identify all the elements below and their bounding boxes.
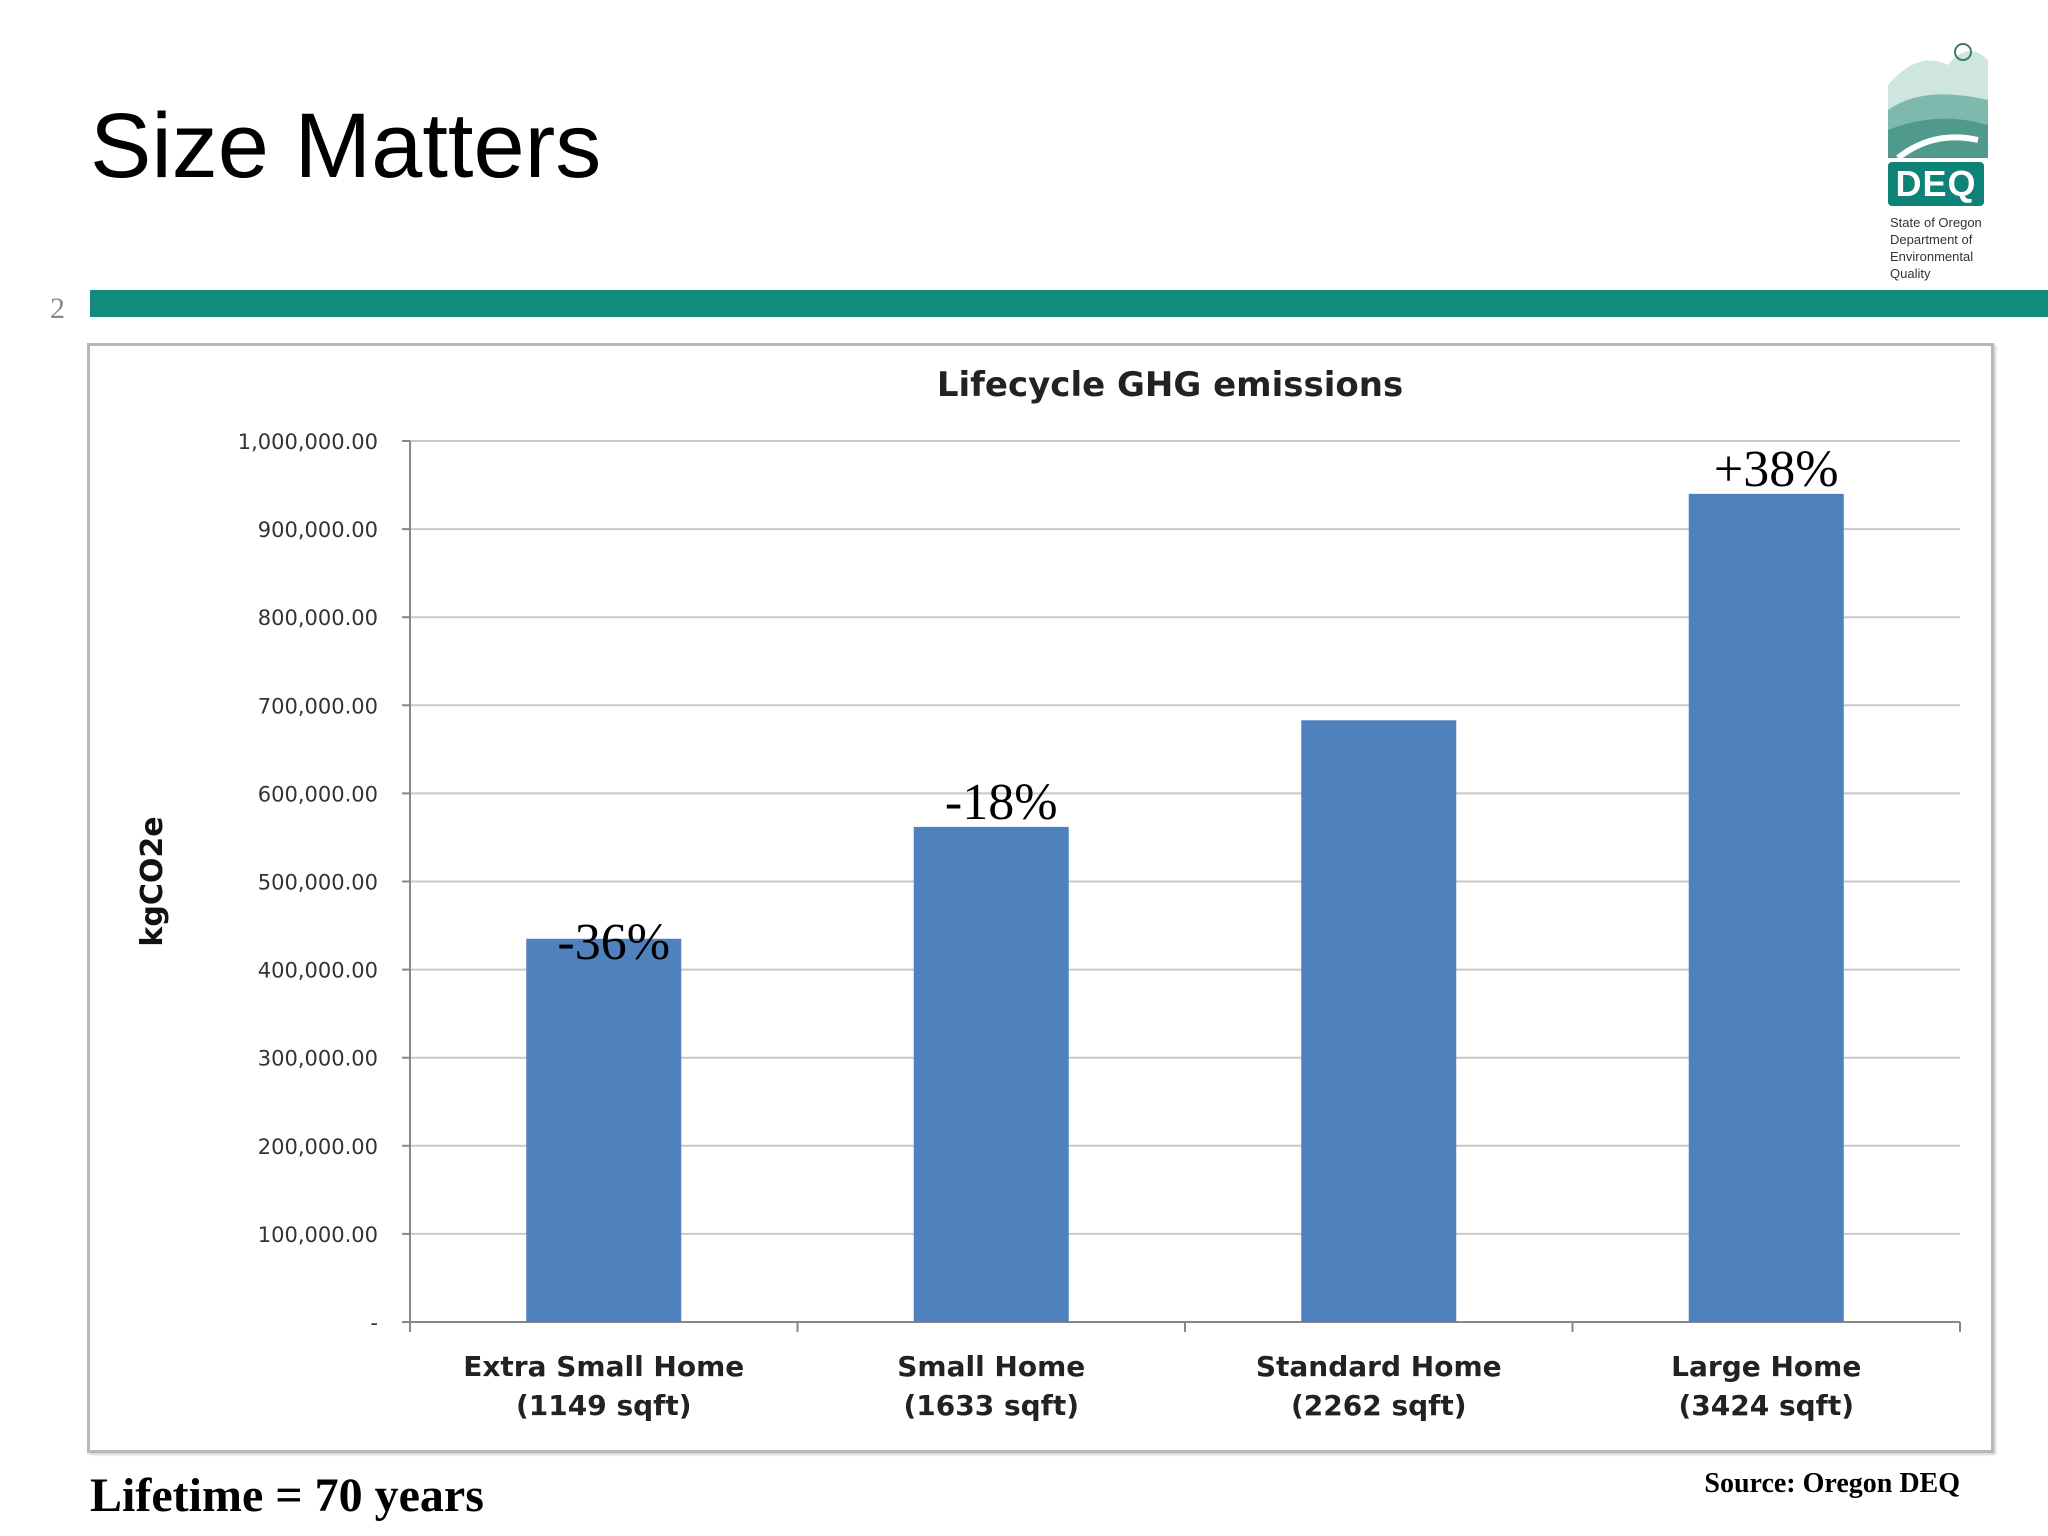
bar [1301,720,1457,1322]
slide-title: Size Matters [90,95,602,197]
logo-badge: DEQ [1888,162,1984,206]
x-tick-label: (2262 sqft) [1291,1389,1467,1422]
y-tick-label: 700,000.00 [258,694,378,718]
logo-text: State of Oregon Department of Environmen… [1890,214,2000,282]
y-tick-label: - [370,1311,378,1335]
logo-line: State of Oregon [1890,215,1982,230]
y-tick-label: 100,000.00 [258,1223,378,1247]
footer-lifetime: Lifetime = 70 years [90,1469,484,1522]
header-rule [90,290,2048,317]
y-tick-label: 800,000.00 [258,606,378,630]
x-tick-label: Standard Home [1256,1350,1502,1383]
y-tick-label: 900,000.00 [258,518,378,542]
y-tick-label: 1,000,000.00 [238,430,378,454]
slide-number: 2 [50,292,65,325]
x-tick-label: (1633 sqft) [903,1389,1079,1422]
y-tick-label: 600,000.00 [258,782,378,806]
deq-logo: DEQ State of Oregon Department of Enviro… [1878,30,1998,281]
logo-line: Environmental [1890,249,1974,264]
y-tick-label: 300,000.00 [258,1047,378,1071]
y-tick-label: 400,000.00 [258,959,378,983]
logo-line: Quality [1890,266,1931,281]
chart-title: Lifecycle GHG emissions [937,365,1403,405]
logo-line: Department of [1890,232,1973,247]
y-tick-label: 200,000.00 [258,1135,378,1159]
bar [913,826,1069,1322]
bar-chart: Lifecycle GHG emissions kgCO2e - 100,000.00… [135,365,1961,1422]
y-tick-label: 500,000.00 [258,871,378,895]
landscape-icon [1888,43,1988,161]
chart-frame: Lifecycle GHG emissions kgCO2e - 100,000.00… [87,343,1994,1453]
bar [526,938,682,1322]
y-axis-label: kgCO2e [135,816,170,946]
footer-source: Source: Oregon DEQ [1704,1468,1960,1499]
x-tick-label: Large Home [1671,1350,1861,1383]
x-tick-label: (3424 sqft) [1678,1389,1854,1422]
x-tick-label: Small Home [897,1350,1085,1383]
x-tick-label: Extra Small Home [463,1350,744,1383]
bar-annotation: -18% [945,774,1058,831]
bar-annotation: +38% [1714,441,1839,498]
bar-annotation: -36% [557,914,670,971]
bar [1688,493,1844,1322]
x-tick-label: (1149 sqft) [516,1389,692,1422]
